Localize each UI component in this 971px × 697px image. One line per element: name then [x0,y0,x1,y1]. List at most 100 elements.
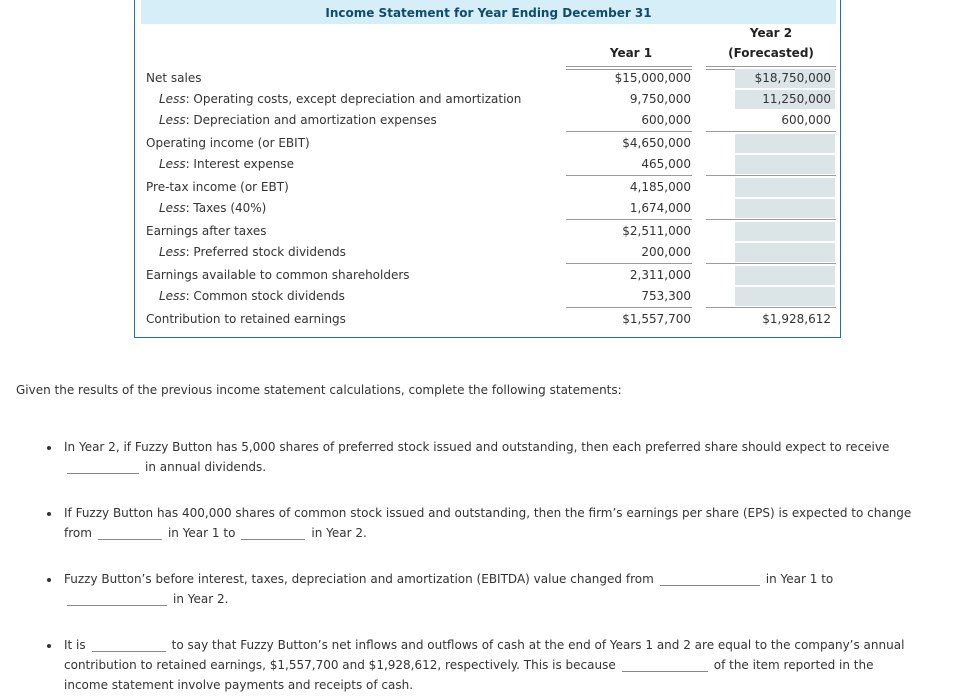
table-row: Contribution to retained earnings $1,557… [135,309,840,330]
correctness-dropdown[interactable] [91,637,166,652]
row-label-text: : Operating costs, except depreciation a… [185,92,522,106]
bullet [47,446,51,450]
year2-header: Year 2 [749,26,793,40]
text: to say that Fuzzy Button’s net inflows a… [171,638,905,652]
year2-input[interactable] [735,266,835,285]
row-label: Contribution to retained earnings [146,309,346,330]
table-row: Less: Preferred stock dividends 200,000 [135,242,840,263]
row-label-text: : Preferred stock dividends [185,245,346,259]
year2-value: $1,928,612 [762,312,831,326]
text: in Year 1 to [167,526,236,540]
eps-year2-dropdown[interactable] [241,525,306,540]
row-label: Earnings available to common shareholder… [146,265,410,286]
table-row: Less: Common stock dividends 753,300 [135,286,840,307]
year2-input[interactable] [735,134,835,153]
text: in annual dividends. [145,460,267,474]
text: in Year 2. [173,592,229,606]
row-label: Less: Taxes (40%) [159,198,266,219]
less-label: Less [159,92,186,106]
year1-value: $15,000,000 [614,71,691,85]
ebitda-year1-dropdown[interactable] [659,571,760,586]
row-label-text: : Common stock dividends [185,289,345,303]
divider [706,219,836,220]
row-label-text: : Interest expense [185,157,295,171]
less-label: Less [159,245,186,259]
text: It is [64,638,86,652]
table-row: Net sales $15,000,000 $18,750,000 [135,68,840,89]
row-label: Less: Common stock dividends [159,286,345,307]
year2-input[interactable] [735,222,835,241]
row-label: Net sales [146,68,201,89]
text: contribution to retained earnings, $1,55… [64,658,616,672]
row-label-text: Contribution to retained earnings [146,312,346,326]
divider [706,307,836,308]
forecasted-header: (Forecasted) [728,46,814,60]
divider [706,263,836,264]
year1-value: $1,557,700 [622,312,691,326]
row-label: Operating income (or EBIT) [146,133,310,154]
year2-input[interactable] [735,178,835,197]
year1-value: $4,650,000 [622,136,691,150]
year1-value: $2,511,000 [622,224,691,238]
divider [566,131,692,132]
table-title: Income Statement for Year Ending Decembe… [141,0,836,24]
preferred-dividend-dropdown[interactable] [67,459,139,474]
text: In Year 2, if Fuzzy Button has 5,000 sha… [64,440,890,454]
q3-line: in Year 2. [61,589,228,609]
table-row: Less: Interest expense 465,000 [135,154,840,175]
row-label-text: Earnings after taxes [146,224,267,238]
table-row: Pre-tax income (or EBT) 4,185,000 [135,177,840,198]
text: income statement involve payments and re… [64,678,414,692]
text: in Year 2. [311,526,367,540]
row-label-text: : Depreciation and amortization expenses [185,113,437,127]
bullet [47,578,51,582]
year2-input[interactable] [735,287,835,306]
divider [706,175,836,176]
q2-line: from in Year 1 to in Year 2. [64,523,367,543]
divider [706,131,836,132]
row-label-text: : Taxes (40%) [185,201,267,215]
year2-input[interactable] [735,155,835,174]
year2-input[interactable]: $18,750,000 [735,69,835,88]
divider [566,175,692,176]
row-label-text: Pre-tax income (or EBT) [146,180,289,194]
year1-value: 9,750,000 [629,92,691,106]
year1-header: Year 1 [609,46,653,60]
less-label: Less [159,113,186,127]
eps-year1-dropdown[interactable] [97,525,162,540]
q3-line: Fuzzy Button’s before interest, taxes, d… [64,569,833,589]
row-label: Pre-tax income (or EBT) [146,177,289,198]
q4-line: income statement involve payments and re… [64,675,413,695]
q1-line: In Year 2, if Fuzzy Button has 5,000 sha… [64,437,889,457]
year1-value: 2,311,000 [629,268,691,282]
q2-line: If Fuzzy Button has 400,000 shares of co… [64,503,911,523]
table-row: Earnings after taxes $2,511,000 [135,221,840,242]
year2-input[interactable]: 11,250,000 [735,90,835,109]
text: If Fuzzy Button has 400,000 shares of co… [64,506,912,520]
table-row: Less: Operating costs, except depreciati… [135,89,840,110]
year1-value: 600,000 [641,113,691,127]
year1-value: 465,000 [641,157,691,171]
less-label: Less [159,289,186,303]
row-label: Earnings after taxes [146,221,267,242]
year1-value: 1,674,000 [629,201,691,215]
year1-value: 753,300 [641,289,691,303]
table-row: Less: Depreciation and amortization expe… [135,110,840,131]
row-label: Less: Operating costs, except depreciati… [159,89,521,110]
income-statement-table: Income Statement for Year Ending Decembe… [134,0,841,338]
reason-dropdown[interactable] [621,657,708,672]
row-label: Less: Interest expense [159,154,294,175]
table-row: Less: Taxes (40%) 1,674,000 [135,198,840,219]
year1-value: 200,000 [641,245,691,259]
q1-line: in annual dividends. [61,457,266,477]
text: Fuzzy Button’s before interest, taxes, d… [64,572,654,586]
year2-input[interactable] [735,243,835,262]
divider [566,66,692,70]
year2-input[interactable] [735,199,835,218]
bullet [47,512,51,516]
row-label: Less: Preferred stock dividends [159,242,346,263]
row-label: Less: Depreciation and amortization expe… [159,110,437,131]
ebitda-year2-dropdown[interactable] [67,591,167,606]
text: from [64,526,92,540]
divider [566,263,692,264]
